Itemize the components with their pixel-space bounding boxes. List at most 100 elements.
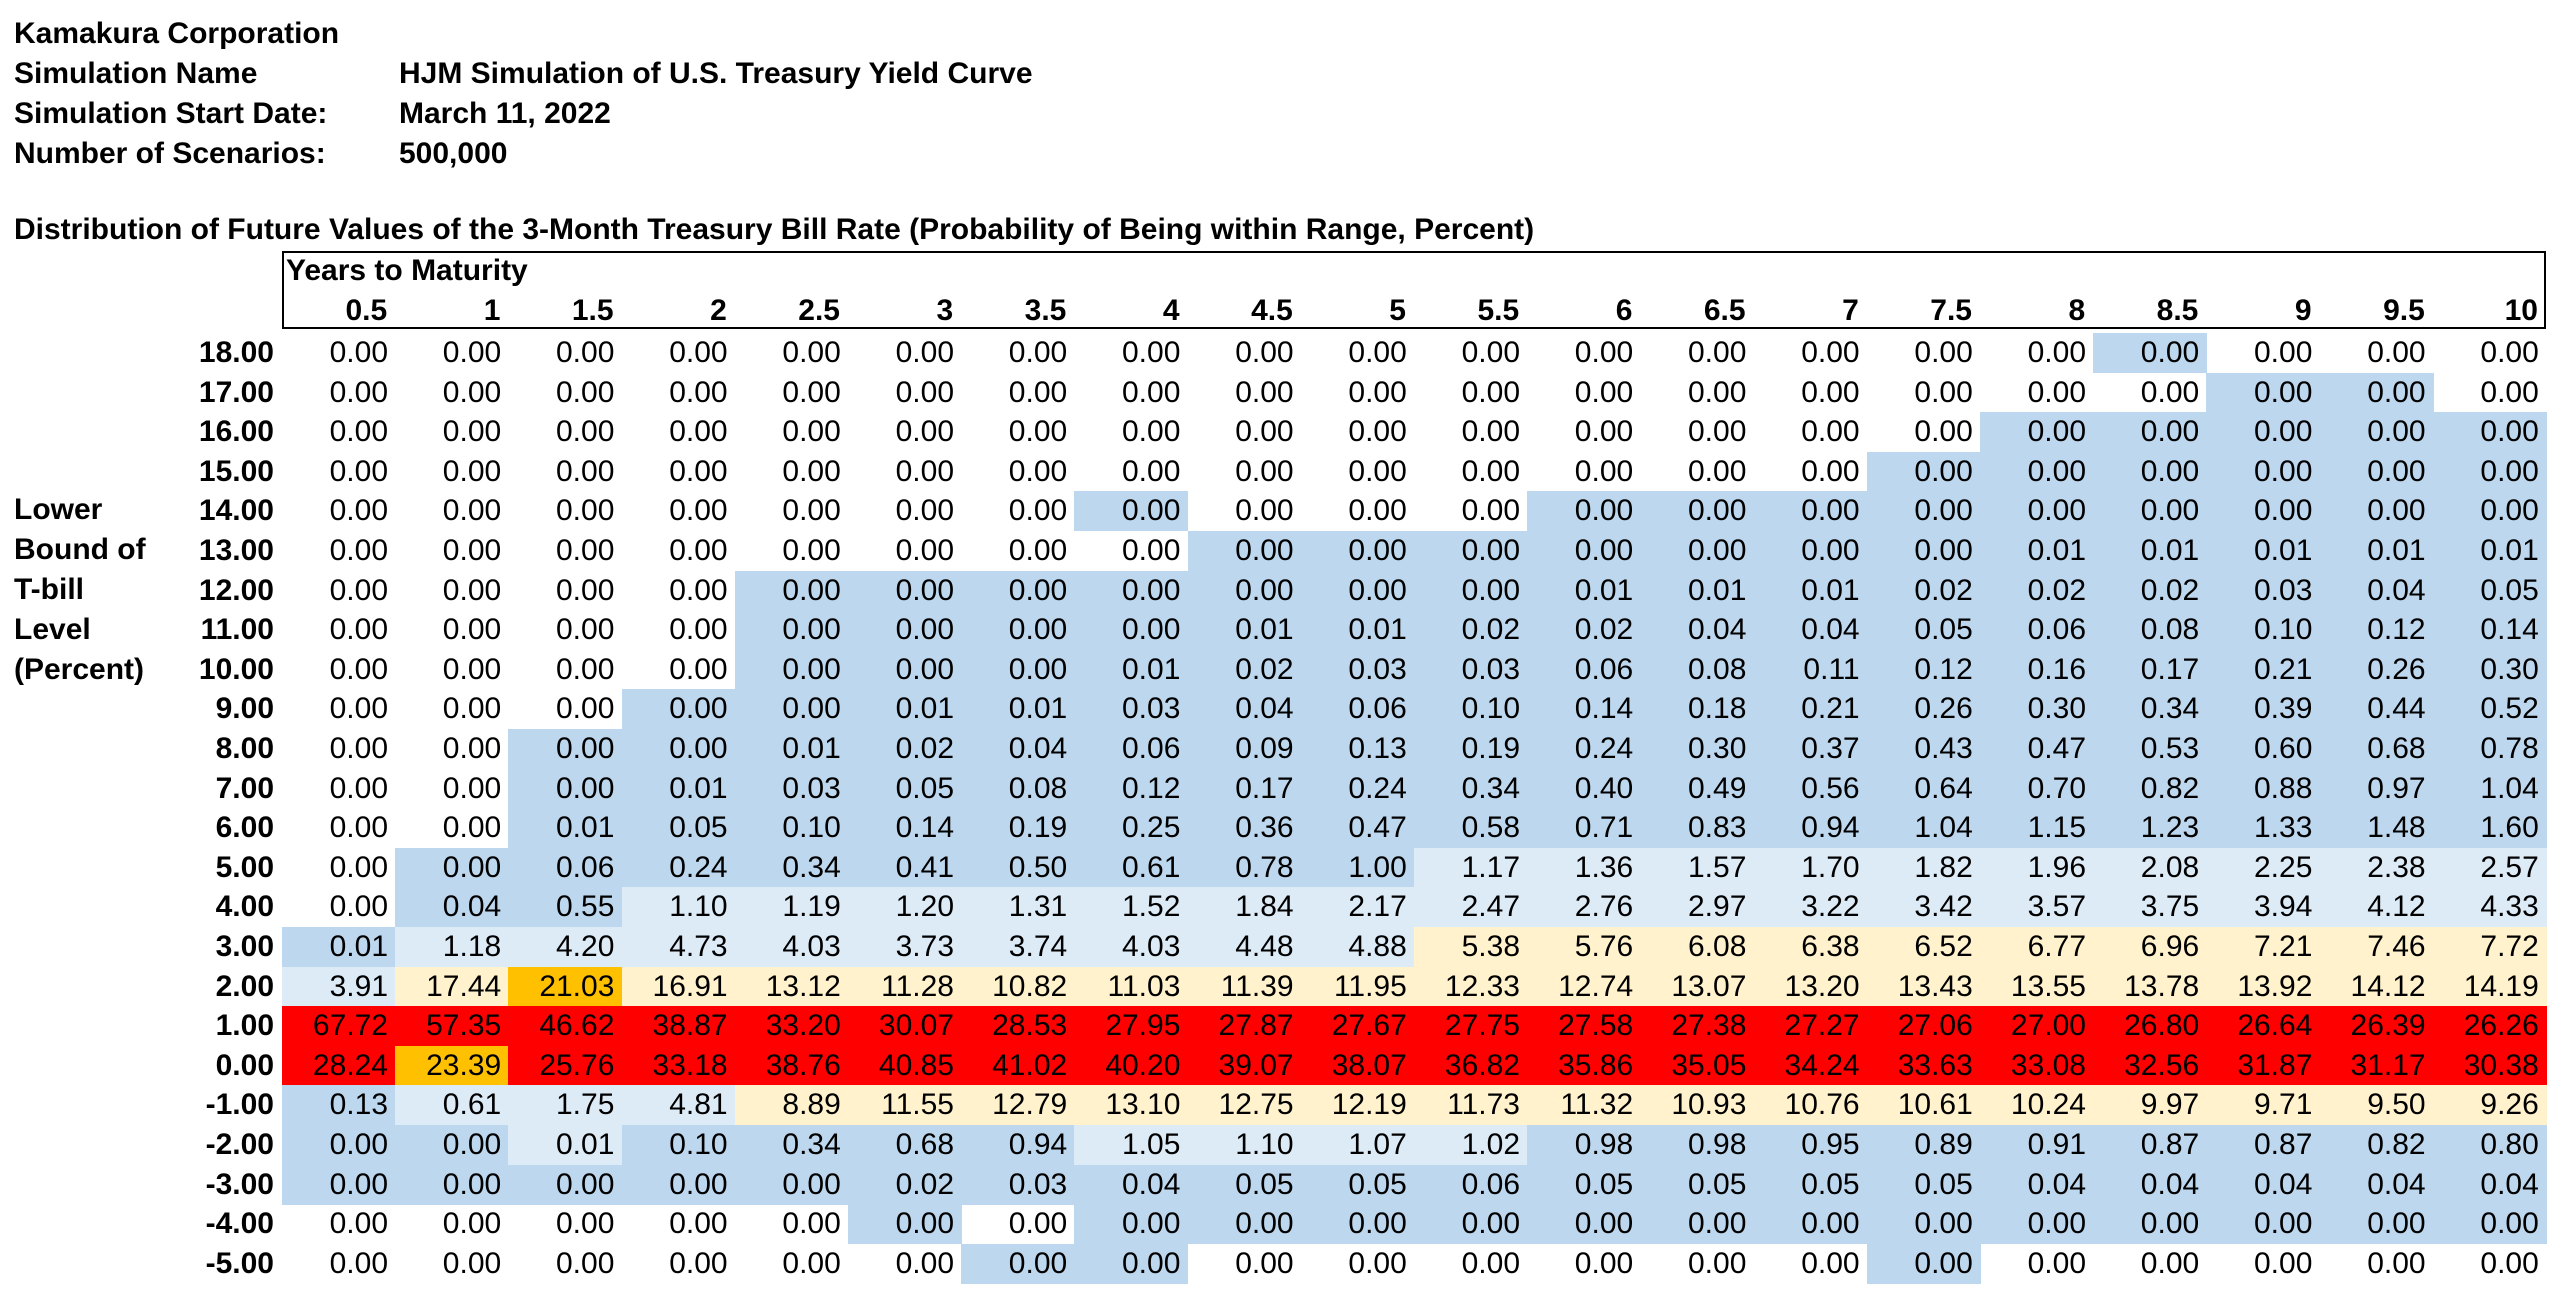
table-cell: 1.20 bbox=[848, 887, 962, 928]
table-cell: 0.00 bbox=[1414, 531, 1528, 571]
table-cell: 27.58 bbox=[1527, 1006, 1642, 1047]
table-cell: 14.19 bbox=[2432, 966, 2547, 1007]
table-cell: 0.00 bbox=[782, 1207, 841, 1241]
table-cell: 0.00 bbox=[621, 689, 736, 730]
table-cell: 1.19 bbox=[734, 887, 849, 928]
table-cell: 0.00 bbox=[2254, 1246, 2313, 1280]
table-cell: 0.00 bbox=[1235, 1246, 1294, 1280]
table-cell: 0.00 bbox=[2093, 451, 2208, 492]
table-cell: 26.80 bbox=[2093, 1006, 2208, 1047]
table-cell: 26.26 bbox=[2432, 1006, 2547, 1047]
table-cell: 4.88 bbox=[1300, 927, 1415, 967]
table-cell: 13.20 bbox=[1753, 966, 1868, 1007]
table-cell: 0.00 bbox=[442, 336, 502, 369]
table-cell: 0.01 bbox=[2432, 531, 2547, 571]
table-cell: 0.00 bbox=[2432, 412, 2547, 453]
table-cell: 0.02 bbox=[2093, 570, 2208, 611]
row-axis-label-line: Bound of bbox=[14, 533, 146, 566]
table-cell: 0.71 bbox=[1527, 808, 1642, 849]
row-axis-label-line: Level bbox=[14, 613, 91, 646]
table-cell: 0.00 bbox=[1461, 415, 1520, 449]
table-cell: 0.00 bbox=[2206, 412, 2321, 453]
table-cell: 32.56 bbox=[2093, 1045, 2208, 1086]
column-header: 1 bbox=[483, 294, 501, 327]
table-cell: 0.05 bbox=[2432, 570, 2547, 611]
table-cell: 27.27 bbox=[1753, 1006, 1868, 1047]
table-cell: 4.73 bbox=[621, 927, 736, 967]
table-cell: 4.81 bbox=[621, 1085, 736, 1126]
table-cell: 0.00 bbox=[1574, 375, 1634, 409]
column-header: 3.5 bbox=[1024, 294, 1067, 327]
table-cell: 11.95 bbox=[1300, 966, 1415, 1007]
table-cell: 0.26 bbox=[2319, 649, 2434, 690]
table-cell: 0.68 bbox=[848, 1125, 962, 1165]
table-cell: 21.03 bbox=[508, 966, 623, 1007]
table-cell: 0.00 bbox=[1300, 531, 1415, 571]
table-cell: 0.00 bbox=[961, 610, 1076, 651]
table-cell: 0.00 bbox=[1187, 1204, 1302, 1245]
table-cell: 13.78 bbox=[2093, 966, 2208, 1007]
table-cell: 0.00 bbox=[848, 610, 962, 651]
table-cell: 0.00 bbox=[442, 692, 502, 726]
table-cell: 57.35 bbox=[395, 1006, 510, 1047]
table-cell: 0.03 bbox=[1414, 649, 1528, 690]
table-cell: 0.00 bbox=[2140, 1246, 2200, 1280]
row-label: 10.00 bbox=[198, 652, 274, 686]
table-cell: 0.00 bbox=[2367, 336, 2426, 369]
table-cell: 0.00 bbox=[2319, 491, 2434, 532]
table-cell: 1.60 bbox=[2432, 808, 2547, 849]
table-cell: 1.36 bbox=[1527, 847, 1642, 888]
table-cell: 0.00 bbox=[1235, 494, 1294, 528]
table-cell: 0.04 bbox=[2319, 1164, 2434, 1205]
table-cell: 0.00 bbox=[961, 649, 1076, 690]
table-cell: 10.93 bbox=[1640, 1085, 1755, 1126]
table-cell: 27.67 bbox=[1300, 1006, 1415, 1047]
table-cell: 14.12 bbox=[2319, 966, 2434, 1007]
table-cell: 6.38 bbox=[1753, 927, 1868, 967]
table-cell: 4.12 bbox=[2319, 887, 2434, 928]
table-cell: 0.00 bbox=[961, 1243, 1076, 1284]
table-cell: 0.08 bbox=[961, 768, 1076, 809]
table-cell: 0.98 bbox=[1640, 1125, 1755, 1165]
table-cell: 0.87 bbox=[2206, 1125, 2321, 1165]
table-cell: 0.50 bbox=[961, 847, 1076, 888]
simulation-name-row: Simulation Name HJM Simulation of U.S. T… bbox=[14, 55, 1033, 93]
table-cell: 0.01 bbox=[2093, 531, 2208, 571]
row-label: 18.00 bbox=[198, 336, 274, 369]
table-cell: 0.47 bbox=[1980, 729, 2094, 769]
table-cell: 0.00 bbox=[329, 890, 388, 924]
table-cell: 0.00 bbox=[1461, 375, 1520, 409]
column-header: 8 bbox=[2068, 294, 2086, 327]
row-label: 9.00 bbox=[215, 692, 274, 726]
table-cell: 0.34 bbox=[734, 847, 849, 888]
table-cell: 0.02 bbox=[1866, 570, 1981, 611]
table-cell: 13.07 bbox=[1640, 966, 1755, 1007]
table-cell: 0.00 bbox=[1122, 375, 1181, 409]
table-cell: 0.00 bbox=[895, 534, 954, 567]
table-cell: 5.76 bbox=[1527, 927, 1642, 967]
table-cell: 0.00 bbox=[1348, 415, 1407, 449]
table-cell: 3.73 bbox=[848, 927, 962, 967]
table-cell: 0.21 bbox=[2206, 649, 2321, 690]
table-cell: 0.53 bbox=[2093, 729, 2208, 769]
table-cell: 8.89 bbox=[734, 1085, 849, 1126]
table-cell: 0.00 bbox=[734, 689, 849, 730]
table-cell: 33.20 bbox=[734, 1006, 849, 1047]
table-cell: 0.00 bbox=[329, 771, 388, 805]
table-cell: 0.04 bbox=[2432, 1164, 2547, 1205]
table-cell: 0.00 bbox=[2432, 451, 2547, 492]
table-cell: 0.00 bbox=[329, 534, 388, 567]
table-cell: 0.00 bbox=[1980, 491, 2094, 532]
table-cell: 0.00 bbox=[329, 573, 388, 607]
table-cell: 0.00 bbox=[1866, 1243, 1981, 1284]
start-date-row: Simulation Start Date: March 11, 2022 bbox=[14, 95, 611, 133]
table-cell: 0.12 bbox=[1866, 649, 1981, 690]
table-cell: 0.00 bbox=[442, 494, 502, 528]
table-cell: 1.00 bbox=[1300, 847, 1415, 888]
table-cell: 0.00 bbox=[2093, 1204, 2208, 1245]
table-cell: 31.87 bbox=[2206, 1045, 2321, 1086]
table-cell: 0.00 bbox=[556, 652, 615, 686]
company-name: Kamakura Corporation bbox=[14, 17, 340, 50]
row-label: 1.00 bbox=[215, 1009, 274, 1043]
table-cell: 0.04 bbox=[1980, 1164, 2094, 1205]
